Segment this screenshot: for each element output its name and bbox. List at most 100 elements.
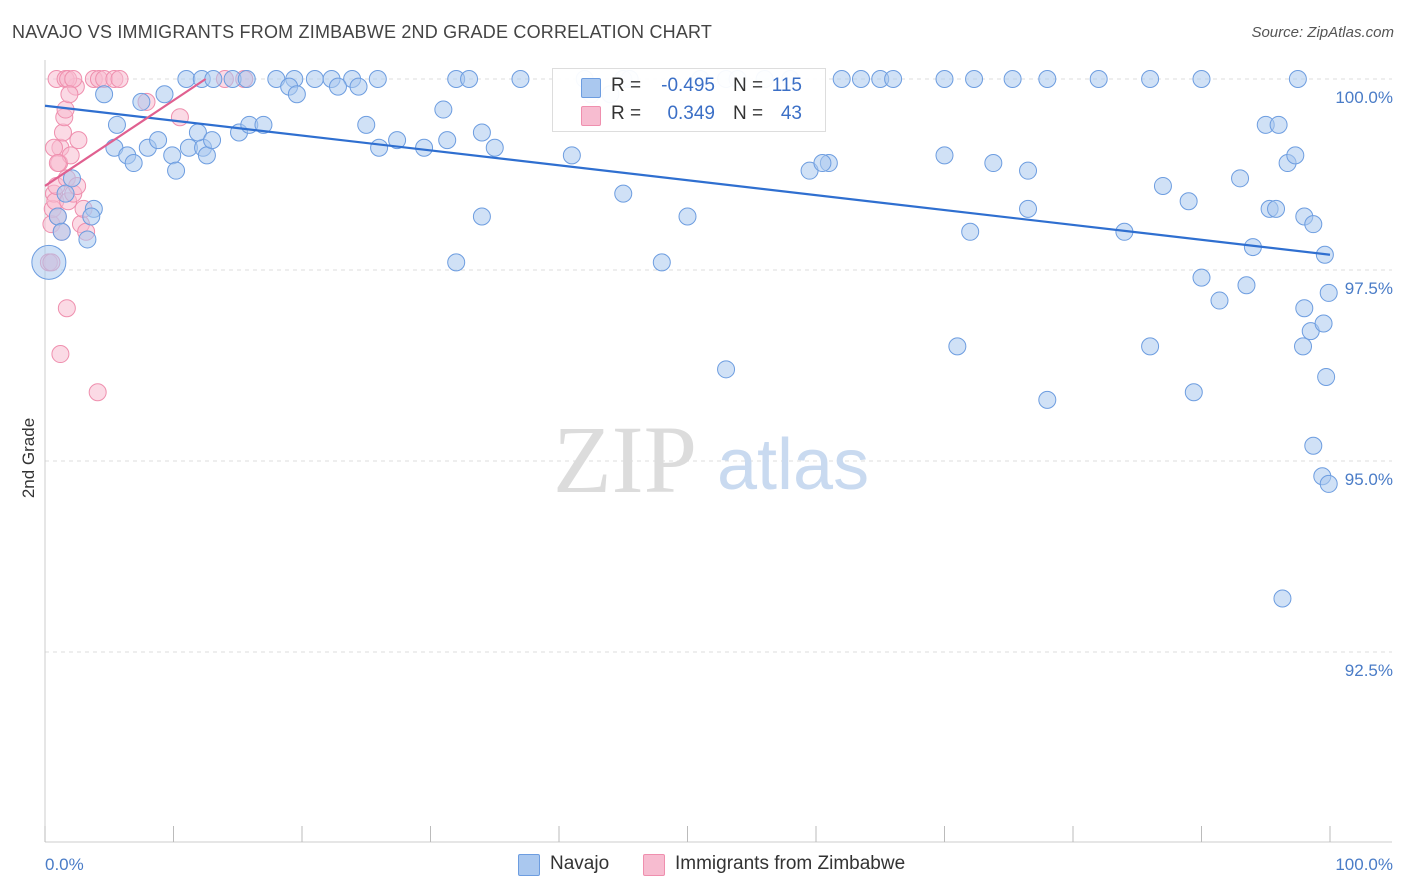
legend-row-zimbabwe: R = 0.349 N = 43 <box>553 100 825 128</box>
navajo-point <box>203 131 222 150</box>
navajo-point <box>472 123 491 142</box>
navajo-point <box>1286 146 1305 165</box>
navajo-trend-line <box>44 104 1331 256</box>
navajo-point <box>388 131 407 150</box>
navajo-point <box>177 70 196 88</box>
navajo-point <box>1267 199 1286 218</box>
x-tick-label: 0.0% <box>45 855 84 874</box>
chart-title: NAVAJO VS IMMIGRANTS FROM ZIMBABWE 2ND G… <box>12 22 713 42</box>
navajo-point <box>204 70 223 88</box>
navajo-point <box>95 85 114 104</box>
navajo-point <box>415 138 434 157</box>
navajo-point <box>984 154 1003 173</box>
zimbabwe-n-value: 43 <box>780 103 802 124</box>
navajo-point <box>1237 276 1256 295</box>
navajo-point <box>370 138 389 157</box>
navajo-point <box>1153 176 1172 195</box>
navajo-point <box>1273 589 1292 608</box>
navajo-point <box>1019 161 1038 180</box>
navajo-point <box>1314 314 1333 333</box>
navajo-point <box>1231 169 1250 188</box>
navajo-point <box>1019 199 1038 218</box>
navajo-point <box>149 131 168 150</box>
y-tick-label: 92.5% <box>1345 661 1393 680</box>
zimbabwe-point <box>48 154 67 173</box>
navajo-point <box>1192 268 1211 287</box>
zimbabwe-point <box>60 85 79 104</box>
navajo-point <box>1184 383 1203 402</box>
navajo-point <box>56 184 75 203</box>
navajo-point <box>472 207 491 226</box>
navajo-point <box>935 70 954 88</box>
zimbabwe-point <box>69 131 88 150</box>
navajo-point <box>813 154 832 173</box>
zimbabwe-point <box>57 299 76 318</box>
x-tick-labels: 0.0% 100.0% <box>45 855 1393 874</box>
navajo-point <box>438 131 457 150</box>
navajo-point <box>1141 337 1160 356</box>
zimbabwe-point <box>88 383 107 402</box>
navajo-point <box>614 184 633 203</box>
navajo-point <box>447 253 466 272</box>
navajo-point <box>52 222 71 241</box>
navajo-point <box>107 115 126 134</box>
zimbabwe-r-value: 0.349 <box>667 103 715 124</box>
zimbabwe-trend-line <box>44 78 207 187</box>
navajo-point <box>1269 115 1288 134</box>
y-tick-label: 97.5% <box>1345 279 1393 298</box>
navajo-point <box>1141 70 1160 88</box>
navajo-point <box>935 146 954 165</box>
legend-navajo-swatch <box>518 854 540 876</box>
navajo-point <box>460 70 479 88</box>
navajo-point <box>349 77 368 96</box>
navajo-point <box>287 85 306 104</box>
y-tick-labels: 100.0% 97.5% 95.0% 92.5% <box>1335 88 1393 680</box>
navajo-point <box>62 169 81 188</box>
navajo-point <box>328 77 347 96</box>
navajo-point <box>197 146 216 165</box>
navajo-point <box>1294 337 1313 356</box>
zimbabwe-point <box>53 123 72 142</box>
navajo-point <box>1319 474 1338 493</box>
navajo-point <box>1003 70 1022 88</box>
navajo-r-value: -0.495 <box>661 75 715 96</box>
trend-lines <box>44 78 1331 256</box>
navajo-point <box>305 70 324 88</box>
source-credit: Source: ZipAtlas.com <box>1251 24 1394 41</box>
navajo-point <box>167 161 186 180</box>
navajo-point <box>678 207 697 226</box>
navajo-r-label: R = <box>611 75 642 96</box>
navajo-point <box>1089 70 1108 88</box>
navajo-point <box>1192 70 1211 88</box>
y-tick-label: 95.0% <box>1345 470 1393 489</box>
navajo-n-label: N = <box>733 75 764 96</box>
zimbabwe-point <box>64 70 83 88</box>
navajo-point <box>434 100 453 119</box>
navajo-point <box>48 207 67 226</box>
navajo-swatch <box>581 78 601 98</box>
zimbabwe-n-label: N = <box>733 103 764 124</box>
navajo-n-value: 115 <box>771 75 802 96</box>
legend-zimbabwe-label: Immigrants from Zimbabwe <box>675 853 906 874</box>
navajo-point <box>485 138 504 157</box>
navajo-point <box>78 230 97 249</box>
navajo-point <box>965 70 984 88</box>
zimbabwe-point <box>44 138 63 157</box>
navajo-point <box>562 146 581 165</box>
legend-zimbabwe-swatch <box>643 854 665 876</box>
watermark: ZIP atlas <box>553 406 869 513</box>
series-zimbabwe-points <box>39 70 254 402</box>
navajo-point <box>237 70 256 88</box>
zimbabwe-r-label: R = <box>611 103 642 124</box>
navajo-point <box>163 146 182 165</box>
navajo-point <box>1317 367 1336 386</box>
navajo-point <box>717 360 736 379</box>
x-tick-label: 100.0% <box>1335 855 1393 874</box>
stats-legend: R = -0.495 N = 115 R = 0.349 N = 43 <box>552 68 826 132</box>
navajo-point <box>132 92 151 111</box>
navajo-point <box>124 154 143 173</box>
series-navajo-points <box>31 70 1338 608</box>
navajo-point <box>961 222 980 241</box>
navajo-point <box>155 85 174 104</box>
